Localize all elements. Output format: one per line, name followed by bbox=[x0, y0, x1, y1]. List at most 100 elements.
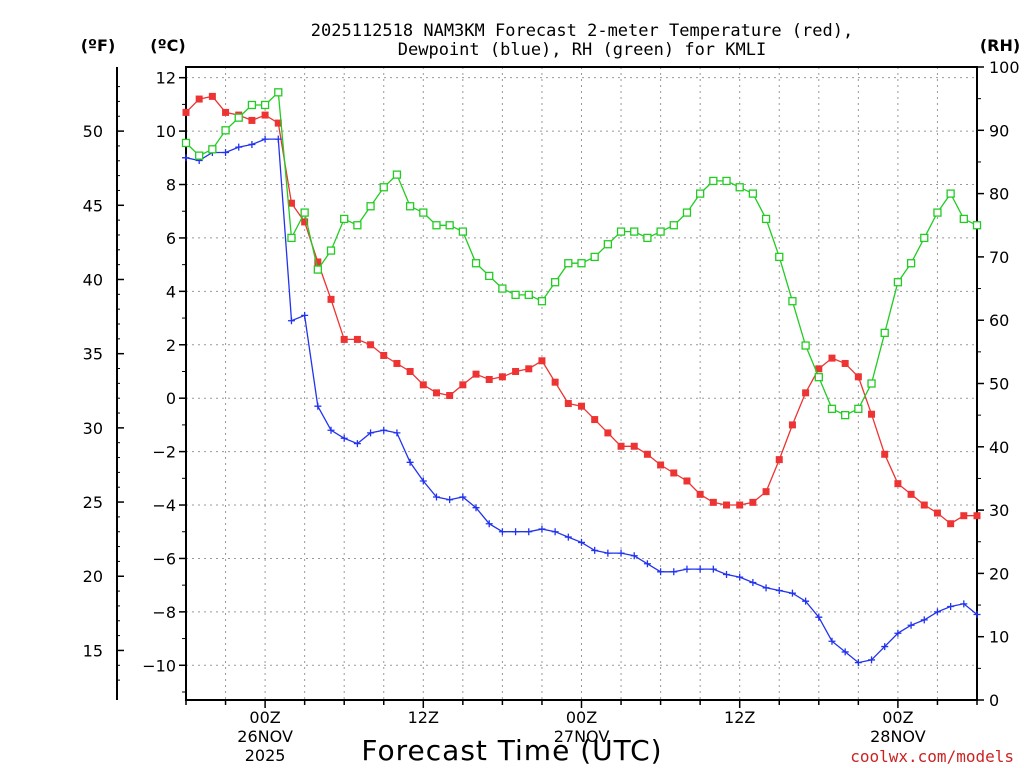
rh-tick-label: 50 bbox=[989, 375, 1009, 394]
temperature-point bbox=[182, 108, 190, 116]
rh-point bbox=[709, 176, 718, 186]
chart-title-line1: 2025112518 NAM3KM Forecast 2-meter Tempe… bbox=[311, 21, 853, 41]
dewpoint-point bbox=[617, 549, 625, 557]
dewpoint-point bbox=[512, 528, 520, 536]
dewpoint-point bbox=[802, 597, 810, 605]
x-tick-label-time: 00Z bbox=[566, 708, 597, 727]
dewpoint-point bbox=[749, 578, 757, 586]
rh-point bbox=[933, 208, 942, 217]
dewpoint-point bbox=[564, 533, 572, 541]
c-tick-label: 8 bbox=[166, 176, 176, 195]
dewpoint-point bbox=[630, 552, 638, 560]
rh-point bbox=[788, 297, 797, 306]
rh-point bbox=[775, 252, 784, 262]
series-temperature bbox=[182, 92, 981, 528]
temperature-point bbox=[775, 456, 783, 464]
dewpoint-point bbox=[723, 570, 731, 578]
rh-point bbox=[326, 246, 336, 255]
rh-point bbox=[340, 214, 349, 224]
dewpoint-point bbox=[419, 477, 427, 485]
series-rh bbox=[181, 88, 982, 420]
temperature-point bbox=[195, 95, 203, 103]
dewpoint-point bbox=[380, 426, 388, 434]
dewpoint-point bbox=[498, 528, 506, 536]
x-tick-label-time: 00Z bbox=[249, 708, 280, 727]
dewpoint-point bbox=[446, 496, 454, 504]
dewpoint-point bbox=[683, 565, 691, 573]
dewpoint-point bbox=[933, 608, 941, 616]
dewpoint-point bbox=[788, 589, 796, 597]
temperature-point bbox=[828, 354, 836, 362]
dewpoint-point bbox=[459, 493, 467, 501]
rh-point bbox=[432, 221, 441, 230]
dewpoint-point bbox=[525, 528, 533, 536]
dewpoint-point bbox=[406, 458, 414, 466]
rh-tick-label: 10 bbox=[989, 628, 1009, 647]
temperature-point bbox=[406, 367, 414, 375]
dewpoint-point bbox=[235, 143, 243, 151]
rh-point bbox=[260, 100, 270, 110]
temperature-point bbox=[446, 392, 454, 400]
rh-tick-label: 30 bbox=[989, 501, 1009, 520]
temperature-point bbox=[340, 335, 348, 343]
dewpoint-point bbox=[340, 434, 348, 442]
dewpoint-point bbox=[591, 546, 599, 554]
rh-point bbox=[590, 252, 599, 262]
rh-point bbox=[353, 221, 362, 230]
temperature-point bbox=[736, 501, 744, 509]
x-tick-label-time: 00Z bbox=[882, 708, 913, 727]
x-axis-title: Forecast Time (UTC) bbox=[361, 734, 662, 767]
temperature-point bbox=[723, 501, 731, 509]
rh-point bbox=[511, 290, 520, 300]
temperature-point bbox=[578, 402, 585, 410]
rh-point bbox=[274, 88, 283, 97]
rh-point bbox=[696, 189, 705, 198]
temperature-point bbox=[802, 389, 810, 397]
dewpoint-point bbox=[432, 493, 440, 501]
rh-point bbox=[379, 183, 388, 192]
dewpoint-point bbox=[472, 504, 480, 512]
rh-point bbox=[234, 113, 243, 122]
dewpoint-point bbox=[261, 135, 269, 143]
rh-point bbox=[313, 265, 322, 274]
dewpoint-point bbox=[538, 525, 546, 533]
temperature-point bbox=[947, 520, 955, 528]
rh-tick-label: 0 bbox=[989, 691, 999, 710]
temperature-point bbox=[604, 429, 612, 437]
rh-point bbox=[524, 290, 533, 300]
rh-point bbox=[550, 278, 560, 287]
c-tick-label: 2 bbox=[166, 336, 176, 355]
temperature-point bbox=[419, 381, 427, 389]
dewpoint-point bbox=[222, 148, 230, 156]
data-series bbox=[181, 88, 982, 667]
rh-point bbox=[801, 341, 810, 350]
rh-point bbox=[300, 208, 309, 217]
rh-point bbox=[906, 259, 916, 268]
temperature-point bbox=[222, 108, 230, 116]
dewpoint-point bbox=[578, 538, 585, 546]
dewpoint-point bbox=[274, 135, 282, 143]
f-tick-label: 40 bbox=[83, 270, 103, 289]
rh-point bbox=[867, 379, 876, 388]
rh-point bbox=[392, 170, 402, 179]
rh-point bbox=[841, 410, 850, 420]
temperature-point bbox=[749, 498, 757, 506]
x-tick-label-date: 26NOV bbox=[237, 727, 293, 746]
rh-point bbox=[959, 214, 968, 224]
rh-point bbox=[669, 221, 678, 230]
rh-tick-label: 60 bbox=[989, 311, 1009, 330]
axis-label-rh: (RH) bbox=[980, 36, 1020, 55]
dewpoint-point bbox=[907, 621, 915, 629]
dewpoint-point bbox=[973, 611, 981, 619]
x-tick-label-date: 27NOV bbox=[554, 727, 610, 746]
temperature-point bbox=[564, 400, 572, 408]
rh-point bbox=[946, 189, 955, 198]
temperature-point bbox=[841, 359, 849, 367]
dewpoint-point bbox=[894, 629, 902, 637]
chart-title-line2: Dewpoint (blue), RH (green) for KMLI bbox=[398, 40, 766, 60]
rh-point bbox=[603, 240, 613, 249]
dewpoint-point bbox=[248, 140, 256, 148]
rh-point bbox=[880, 328, 889, 338]
dewpoint-point bbox=[182, 154, 190, 162]
